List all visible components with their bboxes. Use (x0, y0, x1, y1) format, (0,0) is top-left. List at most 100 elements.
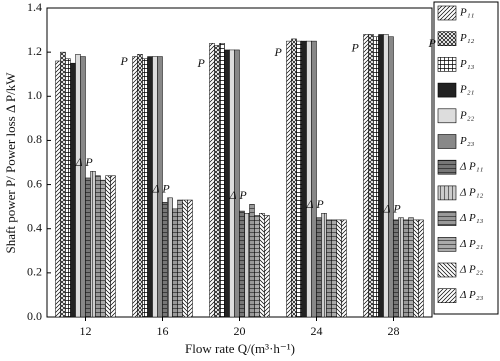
x-tick-label: 12 (80, 324, 92, 338)
bar (182, 199, 188, 318)
bar (403, 219, 409, 318)
bar (219, 43, 225, 318)
legend-swatch (437, 288, 457, 304)
bar (296, 40, 302, 318)
annotation: P (120, 54, 129, 68)
legend-swatch (437, 82, 457, 98)
bar (341, 219, 347, 318)
legend-swatch (437, 211, 457, 226)
legend-label: P₁₃ (459, 58, 475, 70)
bar (418, 219, 424, 318)
bar (65, 58, 71, 318)
bar (244, 213, 250, 318)
bar (75, 54, 81, 318)
bar (224, 49, 230, 318)
bar (95, 175, 101, 318)
bar (291, 38, 297, 318)
x-tick-label: 20 (234, 324, 246, 338)
legend-label: Δ P₁₂ (459, 186, 484, 198)
y-tick-label: 1.0 (27, 88, 42, 102)
bar (239, 210, 245, 318)
bar (142, 58, 148, 318)
bar (55, 60, 61, 318)
y-tick-label: 0.4 (27, 220, 42, 234)
annotation: P (428, 36, 437, 50)
x-tick-label: 16 (157, 324, 169, 338)
legend-label: Δ P₂₃ (459, 289, 484, 301)
legend-frame (433, 1, 499, 315)
bar (311, 40, 317, 318)
annotation: P (197, 56, 206, 70)
legend-label: Δ P₂₁ (459, 238, 484, 250)
bar (388, 36, 394, 318)
bar (264, 215, 270, 318)
y-tick-label: 1.4 (27, 0, 42, 14)
annotation: Δ P (229, 188, 248, 202)
legend-label: P₂₃ (459, 135, 475, 147)
legend-swatch (437, 31, 457, 47)
bar (321, 213, 327, 318)
bar (336, 219, 342, 318)
legend-swatch (437, 262, 457, 278)
y-tick-label: 1.2 (27, 44, 42, 58)
bar (60, 51, 66, 318)
bar (368, 34, 374, 318)
bar (100, 179, 106, 318)
legend-swatch (437, 108, 457, 124)
bar (378, 34, 384, 318)
bar (90, 171, 96, 318)
bar (316, 217, 322, 318)
bar (214, 45, 220, 318)
legend-label: P₁₁ (459, 7, 475, 19)
bar (259, 213, 265, 318)
bar (363, 34, 369, 318)
bar (234, 49, 240, 318)
bar (132, 56, 138, 318)
bar (383, 34, 389, 318)
annotation: Δ P (306, 197, 325, 211)
bar (393, 219, 399, 318)
bar (105, 175, 111, 318)
legend-label: P₁₂ (459, 32, 475, 44)
legend-label: Δ P₁₁ (459, 161, 484, 173)
annotation: Δ P (75, 155, 94, 169)
bar (408, 217, 414, 318)
legend-label: Δ P₂₂ (459, 264, 484, 276)
legend-label: Δ P₁₃ (459, 212, 484, 224)
legend-swatch (437, 134, 457, 149)
bar (85, 177, 91, 318)
y-tick-label: 0.8 (27, 132, 42, 146)
bar (209, 43, 215, 318)
annotation: Δ P (383, 201, 402, 215)
y-tick-label: 0.6 (27, 176, 42, 190)
legend-label: P₂₁ (459, 84, 475, 96)
bar (110, 175, 116, 318)
bar (326, 219, 332, 318)
x-axis-title: Flow rate Q/(m³·h⁻¹) (185, 341, 295, 356)
bar (254, 215, 260, 318)
bar (249, 204, 255, 318)
bar (177, 199, 183, 318)
y-tick-label: 0.0 (27, 309, 42, 323)
bar (229, 49, 235, 318)
legend-swatch (437, 159, 457, 175)
bar (398, 217, 404, 318)
annotation: Δ P (152, 182, 171, 196)
bar (301, 40, 307, 318)
bar (187, 199, 193, 318)
bar (306, 40, 312, 318)
annotation: P (274, 45, 283, 59)
bar (413, 219, 419, 318)
bar (162, 201, 168, 318)
x-tick-label: 24 (311, 324, 323, 338)
x-tick-label: 28 (388, 324, 400, 338)
annotation: P (351, 41, 360, 55)
legend-swatch (437, 5, 457, 21)
bar (373, 36, 379, 318)
bar (286, 40, 292, 318)
bar (172, 208, 178, 318)
y-tick-label: 0.2 (27, 265, 42, 279)
bar (167, 197, 173, 318)
bar (331, 219, 337, 318)
